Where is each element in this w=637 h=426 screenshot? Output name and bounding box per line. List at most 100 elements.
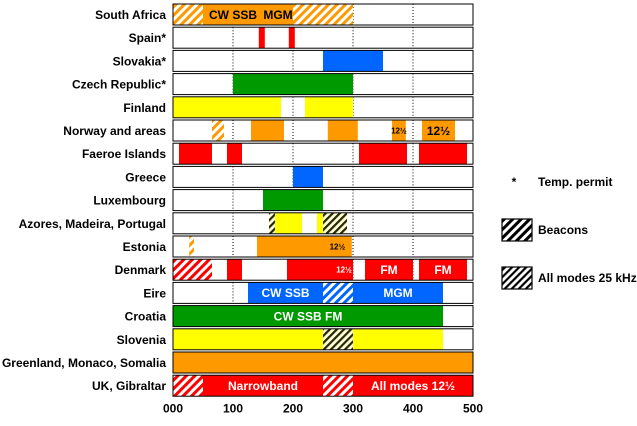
legend-label: Temp. permit [538, 175, 612, 189]
band-segment [173, 352, 473, 373]
band-segment [353, 375, 473, 397]
row-label: Greenland, Monaco, Somalia [2, 356, 166, 370]
row-border [172, 328, 474, 351]
row-border [172, 374, 474, 397]
row-label: Croatia [125, 310, 167, 324]
row-border [172, 189, 474, 212]
chart-row: Luxembourg [93, 189, 474, 212]
row-label: Finland [123, 101, 166, 115]
band-segment [212, 120, 224, 141]
chart-row: Greenland, Monaco, Somalia [2, 351, 474, 374]
chart-row: Czech Republic* [72, 73, 474, 96]
band-segment [287, 259, 335, 281]
row-border [172, 49, 474, 72]
row-border [172, 142, 474, 165]
legend-asterisk: * [512, 175, 517, 189]
band-segment [422, 120, 455, 141]
legend-label: Beacons [538, 223, 588, 237]
chart-row: 12½ 12½ Norway and areas [63, 119, 474, 142]
chart-row: Greece [125, 165, 474, 188]
band-segment-hatch [323, 328, 353, 350]
segment-label: FM [434, 263, 451, 277]
chart-row: Slovakia* [113, 49, 474, 72]
band-segment [173, 375, 203, 397]
band-segment [248, 282, 323, 304]
band-segment [323, 236, 352, 257]
row-border [172, 258, 474, 281]
chart-row: 12½ Estonia [123, 235, 474, 258]
band-segment [258, 27, 265, 49]
segment-label: CW SSB [209, 8, 257, 22]
row-label: Luxembourg [93, 194, 166, 208]
segment-label: CW SSB FM [274, 309, 343, 323]
band-segment [189, 236, 194, 257]
x-tick-label: 300 [343, 401, 363, 415]
row-border [172, 305, 474, 328]
band-segment [419, 143, 467, 165]
legend: * Temp. permit Beacons All modes 25 kHz [501, 175, 637, 290]
band-segment [173, 96, 281, 118]
band-segment [275, 212, 302, 234]
band-segment [293, 4, 353, 25]
row-label: Eire [143, 286, 166, 300]
row-border [172, 96, 474, 119]
chart-row: Narrowband All modes 12½ UK, Gibraltar [92, 374, 474, 397]
segment-label: 12½ [391, 126, 407, 135]
band-segment [288, 27, 295, 49]
chart-row: Faeroe Islands [82, 142, 474, 165]
legend-swatch [501, 266, 533, 290]
row-border [172, 281, 474, 304]
row-border [172, 3, 474, 26]
row-label: Greece [125, 170, 166, 184]
chart-row: Slovenia [117, 328, 474, 351]
row-label: Faeroe Islands [82, 147, 166, 161]
band-segment [173, 328, 323, 350]
x-tick-label: 100 [223, 401, 243, 415]
row-border [172, 235, 474, 258]
chart-row: CW SSB FM Croatia [125, 305, 474, 328]
x-tick-label: 500 [463, 401, 483, 415]
band-segment [305, 96, 353, 118]
band-segment [203, 375, 323, 397]
row-border [172, 212, 474, 235]
chart-row: CW SSB MGM South Africa [95, 3, 474, 26]
band-segment [335, 259, 353, 281]
row-background [173, 27, 473, 49]
chart-rows: CW SSB MGM South Africa Spain* Slovakia* Czec… [2, 3, 474, 397]
band-segment [257, 236, 323, 257]
row-label: Azores, Madeira, Portugal [19, 217, 166, 231]
row-label: Norway and areas [63, 124, 166, 138]
segment-label: MGM [263, 8, 292, 22]
row-border [172, 26, 474, 49]
row-border [172, 119, 474, 142]
band-segment [323, 50, 383, 72]
band-segment [359, 143, 407, 165]
chart-row: Finland [123, 96, 474, 119]
row-label: Estonia [123, 240, 167, 254]
band-segment [317, 212, 323, 234]
row-border [172, 351, 474, 374]
band-segment [203, 4, 263, 25]
row-label: South Africa [95, 8, 166, 22]
segment-label: Narrowband [228, 379, 298, 393]
band-segment [173, 305, 443, 327]
segment-label: 12½ [427, 124, 450, 138]
chart-row: Spain* [129, 26, 474, 49]
band-segment [179, 143, 212, 165]
band-segment [251, 120, 284, 141]
x-tick-label: 200 [283, 401, 303, 415]
chart-row: CW SSB MGM Eire [143, 281, 474, 304]
segment-label: MGM [383, 286, 412, 300]
segment-label: CW SSB [262, 286, 310, 300]
legend-label: All modes 25 kHz [538, 271, 637, 285]
x-tick-label: 000 [163, 401, 183, 415]
band-segment [227, 259, 242, 281]
row-label: Czech Republic* [72, 78, 166, 92]
row-label: UK, Gibraltar [92, 379, 166, 393]
chart-row: Azores, Madeira, Portugal [19, 212, 474, 235]
row-border [172, 165, 474, 188]
row-label: Slovakia* [113, 54, 167, 68]
band-segment-hatch [269, 212, 275, 234]
band-segment [353, 328, 443, 350]
